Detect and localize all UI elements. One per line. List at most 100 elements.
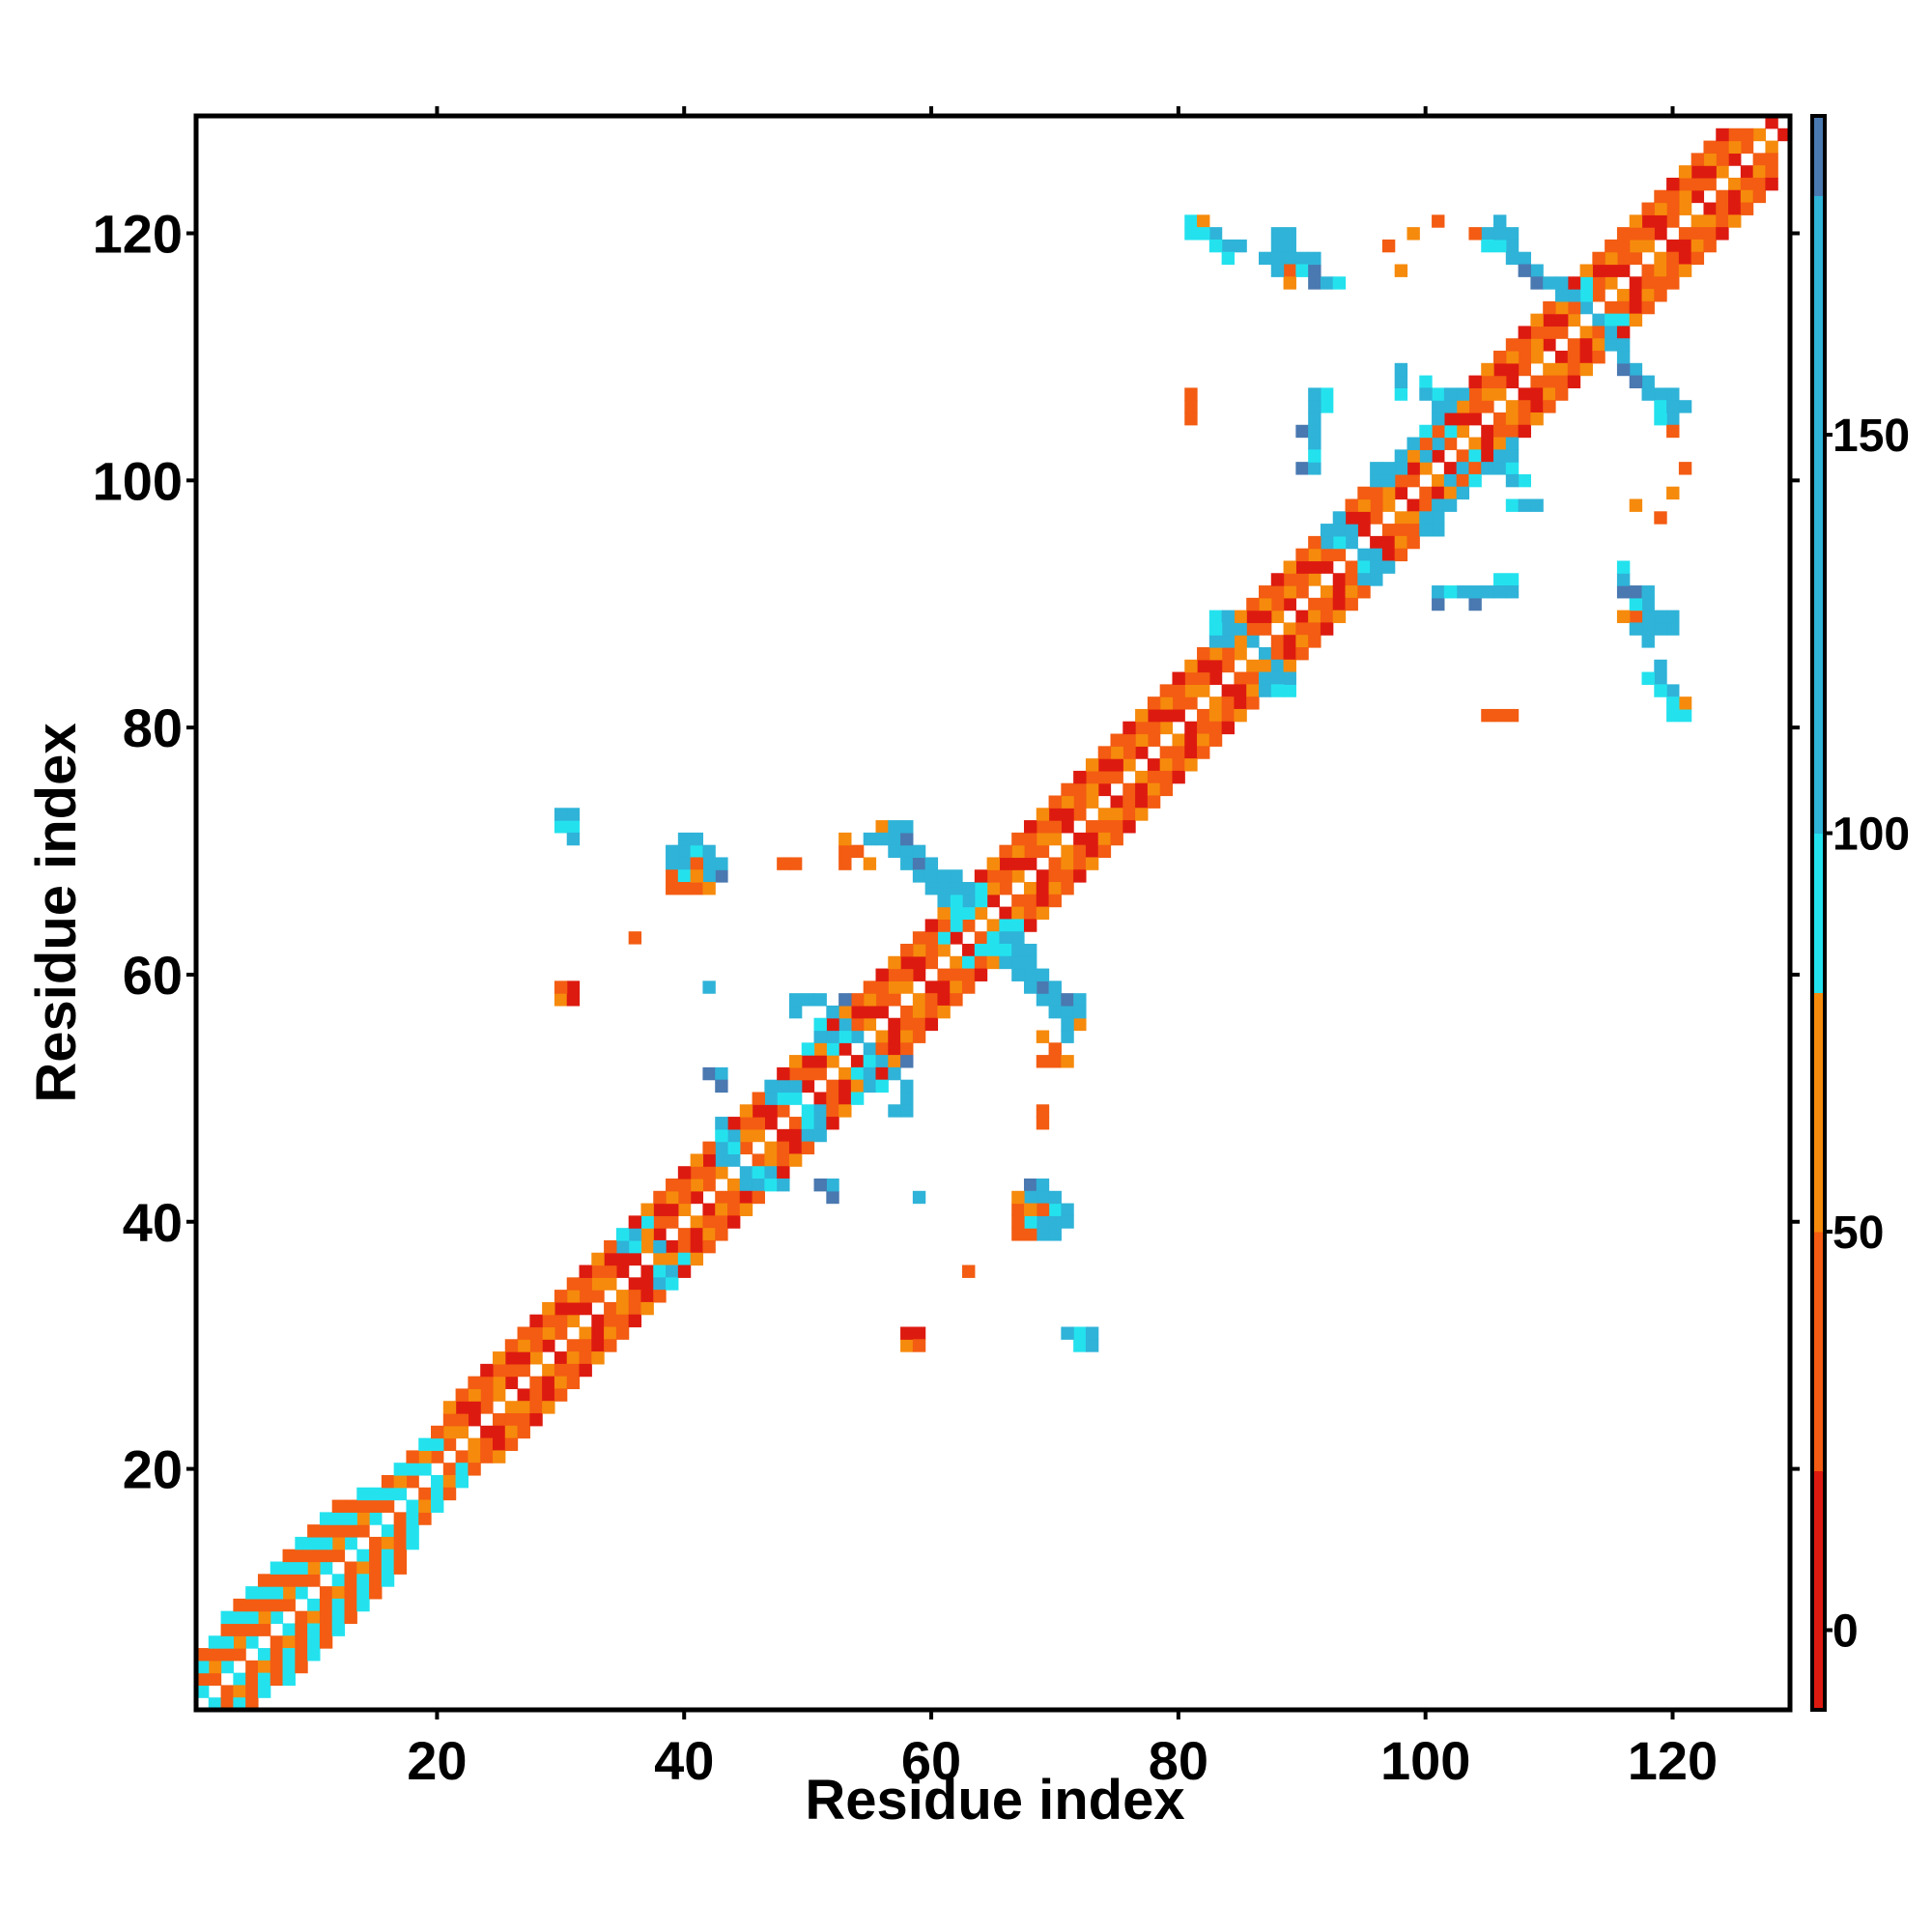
heatmap-cell bbox=[1110, 832, 1123, 846]
heatmap-cell bbox=[1283, 239, 1296, 253]
heatmap-cell bbox=[331, 1610, 346, 1625]
heatmap-cell bbox=[912, 955, 926, 970]
heatmap-cell bbox=[468, 1401, 481, 1414]
heatmap-cell bbox=[640, 1301, 654, 1316]
heatmap-cell bbox=[431, 1499, 444, 1513]
heatmap-cell bbox=[1159, 696, 1174, 710]
heatmap-cell bbox=[1122, 746, 1136, 759]
heatmap-cell bbox=[1135, 808, 1149, 821]
heatmap-cell bbox=[813, 1104, 827, 1118]
heatmap-cell bbox=[1419, 462, 1433, 475]
heatmap-cell bbox=[331, 1524, 346, 1538]
heatmap-cell bbox=[196, 1685, 210, 1698]
heatmap-cell bbox=[1061, 882, 1074, 895]
heatmap-cell bbox=[1443, 387, 1458, 401]
heatmap-cell bbox=[875, 1066, 889, 1081]
heatmap-cell bbox=[257, 1574, 271, 1587]
heatmap-cell bbox=[640, 1264, 654, 1278]
heatmap-cell bbox=[826, 1005, 839, 1019]
heatmap-cell bbox=[554, 1376, 568, 1390]
heatmap-cell bbox=[702, 1066, 716, 1081]
heatmap-cell bbox=[677, 1239, 692, 1254]
heatmap-cell bbox=[690, 882, 704, 895]
heatmap-cell bbox=[579, 1277, 592, 1291]
heatmap-cell bbox=[1406, 437, 1420, 450]
heatmap-cell bbox=[640, 1239, 654, 1254]
heatmap-cell bbox=[1234, 635, 1247, 648]
heatmap-cell bbox=[1320, 597, 1334, 611]
heatmap-cell bbox=[1246, 684, 1260, 697]
heatmap-cell bbox=[1616, 560, 1631, 574]
heatmap-cell bbox=[1283, 647, 1296, 661]
heatmap-cell bbox=[1011, 906, 1025, 920]
heatmap-cell bbox=[900, 955, 914, 970]
heatmap-cell bbox=[344, 1524, 357, 1538]
heatmap-cell bbox=[1554, 313, 1569, 327]
heatmap-cell bbox=[628, 1252, 642, 1266]
heatmap-cell bbox=[813, 1179, 827, 1192]
heatmap-cell bbox=[863, 1066, 877, 1081]
heatmap-cell bbox=[888, 1017, 901, 1032]
heatmap-cell bbox=[1184, 671, 1198, 685]
heatmap-cell bbox=[788, 1005, 803, 1019]
heatmap-cell bbox=[850, 1079, 865, 1094]
heatmap-cell bbox=[986, 931, 1000, 945]
heatmap-cell bbox=[628, 1290, 642, 1303]
heatmap-cell bbox=[393, 1474, 408, 1489]
heatmap-cell bbox=[1443, 437, 1458, 450]
heatmap-cell bbox=[566, 832, 581, 846]
heatmap-cell bbox=[442, 1425, 457, 1439]
heatmap-cell bbox=[826, 1092, 839, 1105]
heatmap-cell bbox=[838, 1066, 852, 1081]
heatmap-cell bbox=[1505, 585, 1520, 599]
heatmap-cell bbox=[369, 1536, 383, 1550]
heatmap-cell bbox=[1554, 289, 1569, 302]
heatmap-cell bbox=[1061, 857, 1074, 870]
heatmap-cell bbox=[1518, 338, 1531, 352]
heatmap-cell bbox=[1023, 1179, 1037, 1192]
heatmap-cell bbox=[1345, 511, 1358, 525]
heatmap-cell bbox=[690, 1179, 704, 1192]
heatmap-cell bbox=[1666, 214, 1680, 228]
heatmap-cell bbox=[1172, 696, 1185, 710]
heatmap-cell bbox=[591, 1290, 605, 1303]
heatmap-cell bbox=[788, 1128, 803, 1143]
heatmap-cell bbox=[999, 931, 1012, 945]
heatmap-cell bbox=[1678, 227, 1692, 241]
heatmap-cell bbox=[863, 1079, 877, 1094]
heatmap-cell bbox=[196, 1660, 210, 1674]
y-tick-label: 60 bbox=[123, 945, 183, 1006]
heatmap-cell bbox=[369, 1586, 383, 1600]
heatmap-cell bbox=[1579, 276, 1593, 290]
heatmap-cell bbox=[739, 1128, 753, 1143]
heatmap-cell bbox=[950, 931, 963, 945]
heatmap-cell bbox=[208, 1635, 222, 1649]
heatmap-cell bbox=[1110, 746, 1123, 759]
heatmap-cell bbox=[813, 1066, 827, 1081]
plot-frame bbox=[193, 113, 1793, 1713]
heatmap-cell bbox=[1641, 214, 1655, 228]
heatmap-cell bbox=[1616, 585, 1631, 599]
heatmap-cell bbox=[1666, 189, 1680, 204]
heatmap-cell bbox=[888, 1030, 901, 1043]
heatmap-cell bbox=[1036, 832, 1050, 846]
heatmap-cell bbox=[1641, 300, 1655, 315]
heatmap-cell bbox=[900, 820, 914, 834]
heatmap-cell bbox=[1221, 696, 1236, 710]
heatmap-cell bbox=[1641, 635, 1655, 648]
heatmap-cell bbox=[1270, 659, 1285, 673]
heatmap-cell bbox=[702, 1239, 716, 1254]
heatmap-cell bbox=[1270, 239, 1285, 253]
heatmap-cell bbox=[826, 1104, 839, 1118]
heatmap-cell bbox=[1493, 437, 1507, 450]
heatmap-cell bbox=[233, 1635, 246, 1649]
heatmap-cell bbox=[752, 1166, 765, 1179]
heatmap-cell bbox=[1703, 239, 1717, 253]
heatmap-cell bbox=[1456, 486, 1470, 500]
heatmap-cell bbox=[1579, 362, 1593, 377]
heatmap-cell bbox=[888, 955, 901, 970]
heatmap-cell bbox=[1208, 635, 1223, 648]
heatmap-cell bbox=[1579, 289, 1593, 302]
heatmap-cell bbox=[270, 1586, 284, 1600]
heatmap-cell bbox=[640, 1277, 654, 1291]
